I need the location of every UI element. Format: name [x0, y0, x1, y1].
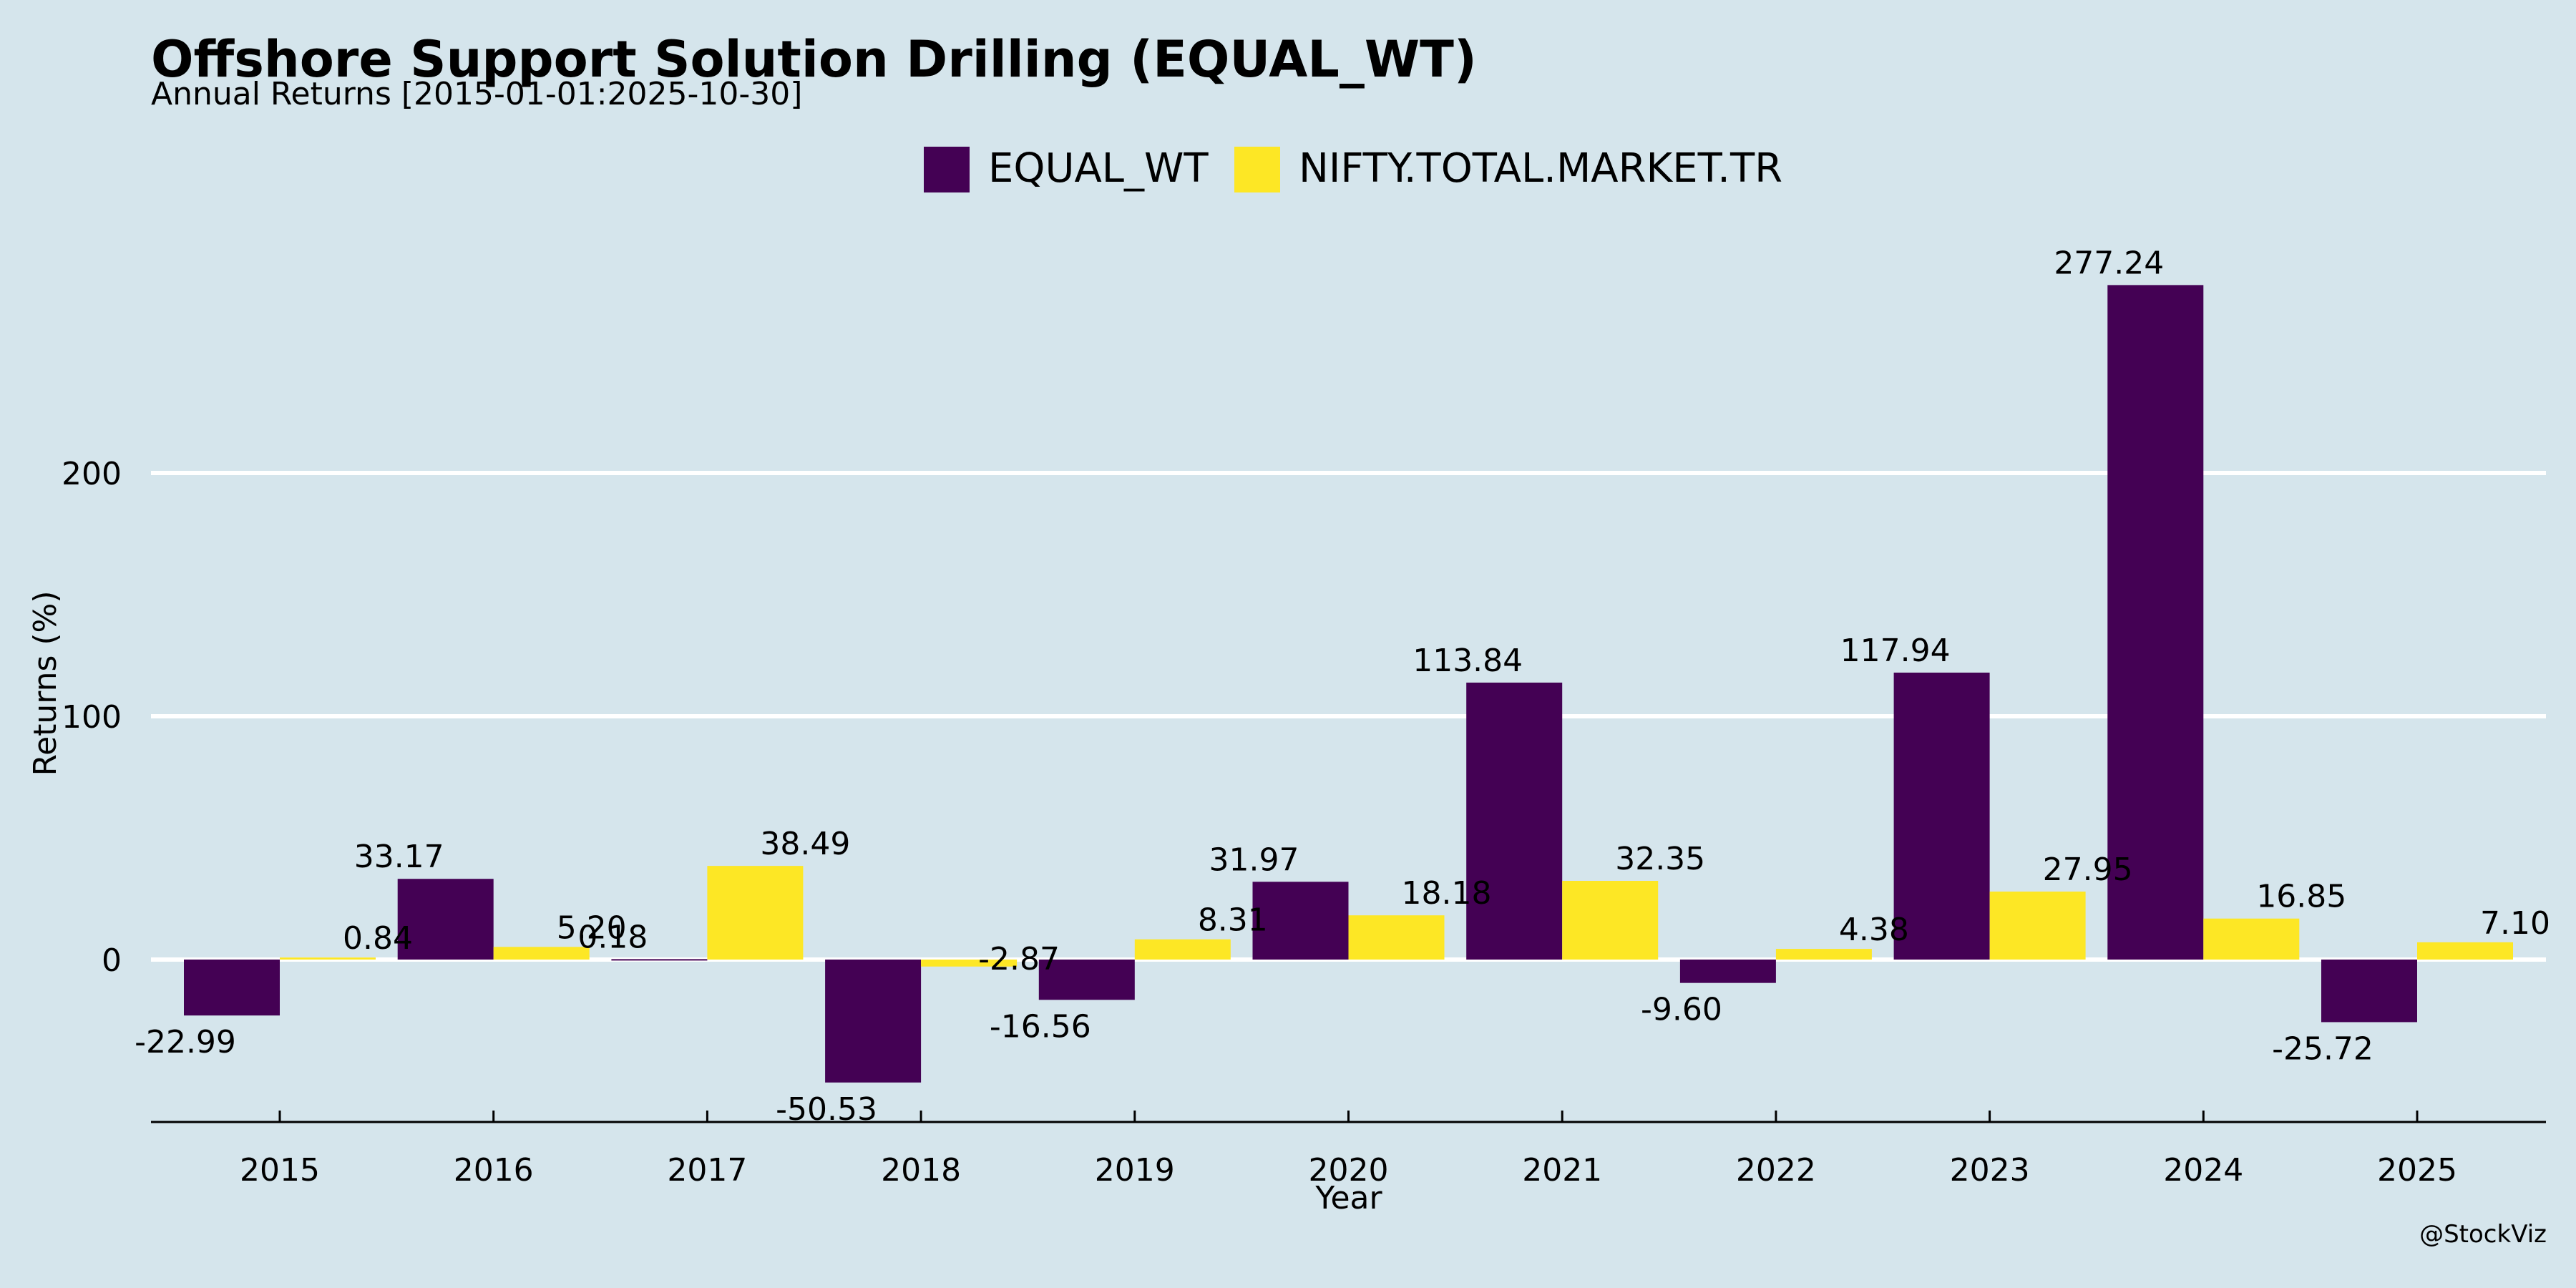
bar [1466, 682, 1563, 960]
x-axis: 2015 2016 2017 2018 2019 2020 2021 2022 2023 2024… [151, 1111, 2546, 1189]
bar [493, 947, 590, 960]
data-label: -9.60 [1641, 992, 1722, 1028]
data-label: -25.72 [2272, 1030, 2373, 1067]
bar [1562, 881, 1659, 960]
bars [184, 285, 2513, 1083]
data-label: 0.84 [343, 920, 413, 957]
chart-subtitle: Annual Returns [2015-01-01:2025-10-30] [151, 76, 803, 112]
data-label: 8.31 [1198, 902, 1268, 939]
bar [2417, 942, 2513, 960]
x-tick-label: 2016 [454, 1152, 534, 1189]
legend-label: NIFTY.TOTAL.MARKET.TR [1299, 145, 1782, 192]
bar [397, 879, 494, 960]
data-label: -50.53 [776, 1091, 877, 1128]
x-tick-label: 2021 [1522, 1152, 1602, 1189]
chart-title: Offshore Support Solution Drilling (EQUA… [151, 30, 1477, 89]
x-tick-label: 2024 [2163, 1152, 2243, 1189]
y-tick-label: 0 [102, 942, 122, 979]
y-tick-label: 100 [62, 699, 122, 736]
bar [184, 960, 280, 1016]
data-label: -2.87 [978, 941, 1060, 977]
data-label: 16.85 [2256, 879, 2346, 915]
data-label: -22.99 [135, 1024, 236, 1060]
x-tick-label: 2022 [1736, 1152, 1816, 1189]
data-labels: -22.99 0.84 33.17 5.200.18 38.49 -50.53 -2.87 -… [135, 245, 2550, 1127]
legend: EQUAL_WT NIFTY.TOTAL.MARKET.TR [924, 145, 1782, 192]
y-axis-label: Returns (%) [27, 590, 64, 776]
x-tick-label: 2023 [1950, 1152, 2030, 1189]
data-label: 7.10 [2480, 905, 2550, 942]
x-axis-label: Year [1314, 1180, 1382, 1216]
bar [1775, 949, 1872, 960]
data-label: 33.17 [354, 839, 444, 875]
bar [1893, 673, 1990, 960]
bar [1252, 882, 1349, 960]
bar [611, 959, 708, 961]
x-tick-label: 2019 [1095, 1152, 1175, 1189]
data-label: 27.95 [2043, 852, 2133, 888]
bar [2321, 960, 2417, 1023]
bar [1134, 939, 1231, 960]
bar [2107, 285, 2204, 960]
y-tick-label: 200 [62, 456, 122, 492]
bar [921, 960, 1018, 967]
data-label: -16.56 [990, 1008, 1091, 1045]
bar [280, 957, 376, 960]
x-tick-label: 2025 [2377, 1152, 2457, 1189]
legend-label: EQUAL_WT [988, 145, 1209, 192]
bar [1348, 915, 1445, 960]
bar [707, 866, 804, 960]
data-label: 277.24 [2054, 245, 2164, 281]
x-tick-label: 2020 [1309, 1152, 1389, 1189]
data-label: 32.35 [1615, 841, 1705, 877]
data-label: 18.18 [1402, 875, 1492, 912]
data-label: 38.49 [760, 826, 850, 862]
bar [825, 960, 922, 1083]
bar [1989, 891, 2086, 960]
x-tick-label: 2018 [881, 1152, 961, 1189]
x-tick-label: 2017 [667, 1152, 747, 1189]
bar [1679, 960, 1776, 983]
legend-swatch [1234, 147, 1280, 192]
data-label: 5.20 [557, 909, 627, 946]
data-label: 117.94 [1840, 633, 1951, 669]
x-tick-label: 2015 [240, 1152, 320, 1189]
data-label: 31.97 [1209, 841, 1299, 878]
watermark: @StockViz [2419, 1220, 2547, 1249]
legend-swatch [924, 147, 970, 192]
data-label: 113.84 [1413, 643, 1523, 679]
data-label: 4.38 [1839, 912, 1909, 948]
data-label: 0.18 [577, 919, 648, 955]
bar [1038, 960, 1135, 1000]
bar [2203, 918, 2300, 960]
